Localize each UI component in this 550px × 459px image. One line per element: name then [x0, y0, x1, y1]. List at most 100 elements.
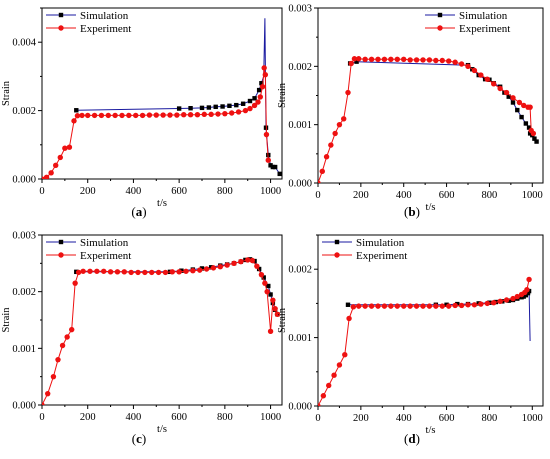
- x-tick-label: 800: [217, 412, 233, 423]
- legend-label: Simulation: [459, 10, 508, 22]
- panel-label: (d): [404, 431, 420, 446]
- experiment-point: [514, 293, 520, 300]
- experiment-point: [356, 56, 362, 62]
- experiment-point: [119, 112, 125, 119]
- experiment-point: [516, 99, 523, 106]
- experiment-point: [394, 303, 400, 309]
- experiment-point: [197, 267, 203, 273]
- experiment-point: [249, 257, 255, 264]
- experiment-point: [426, 57, 433, 63]
- simulation-point: [526, 125, 532, 130]
- experiment-point: [388, 303, 394, 309]
- simulation-point: [256, 266, 262, 272]
- experiment-point: [247, 105, 253, 112]
- experiment-point: [101, 268, 107, 274]
- experiment-line: [318, 279, 530, 406]
- experiment-point: [235, 109, 242, 115]
- legend-label: Simulation: [356, 237, 405, 249]
- experiment-point: [112, 112, 118, 119]
- experiment-point: [526, 276, 532, 283]
- experiment-point: [98, 112, 105, 119]
- simulation-point: [277, 171, 282, 177]
- experiment-point: [262, 280, 268, 286]
- simulation-point: [206, 105, 212, 110]
- experiment-point: [503, 89, 510, 96]
- legend-simulation-marker: [437, 12, 443, 18]
- experiment-point: [351, 56, 358, 62]
- simulation-point: [268, 292, 273, 297]
- experiment-point: [107, 269, 114, 275]
- legend-label: Simulation: [80, 237, 129, 249]
- experiment-point: [59, 342, 66, 349]
- panel-label: (b): [404, 204, 420, 219]
- experiment-point: [75, 269, 82, 276]
- experiment-point: [190, 268, 196, 274]
- experiment-point: [446, 303, 452, 309]
- experiment-line: [42, 67, 269, 179]
- experiment-point: [497, 298, 503, 305]
- x-tick-label: 400: [396, 190, 412, 201]
- experiment-point: [471, 302, 478, 308]
- experiment-point: [229, 110, 235, 116]
- experiment-point: [231, 260, 237, 267]
- experiment-point: [413, 303, 420, 309]
- experiment-point: [262, 71, 269, 78]
- x-tick-label: 600: [439, 190, 455, 201]
- plot-frame: [317, 234, 544, 407]
- x-tick-label: 400: [396, 413, 412, 424]
- experiment-point: [420, 303, 426, 309]
- experiment-point: [121, 269, 127, 275]
- y-tick-label: 0.002: [288, 265, 312, 276]
- experiment-point: [215, 111, 221, 117]
- experiment-point: [375, 303, 381, 309]
- y-axis-title: Strain: [277, 307, 288, 333]
- simulation-point: [532, 136, 537, 141]
- experiment-point: [251, 102, 258, 109]
- experiment-point: [139, 112, 146, 119]
- experiment-point: [530, 130, 537, 137]
- experiment-point: [439, 303, 445, 309]
- experiment-point: [341, 116, 347, 122]
- experiment-point: [72, 280, 78, 286]
- experiment-point: [55, 356, 61, 363]
- experiment-point: [133, 112, 139, 119]
- experiment-point: [326, 382, 332, 389]
- simulation-point: [234, 102, 239, 108]
- y-tick-label: 0.002: [12, 106, 36, 117]
- experiment-point: [336, 121, 343, 128]
- y-tick-label: 0.001: [288, 120, 312, 131]
- experiment-point: [362, 56, 368, 63]
- experiment-point: [272, 305, 278, 312]
- experiment-point: [413, 57, 420, 63]
- simulation-point: [199, 105, 205, 111]
- experiment-point: [407, 57, 413, 63]
- simulation-line: [76, 18, 281, 175]
- x-tick-label: 0: [39, 186, 44, 197]
- simulation-point: [515, 107, 520, 113]
- y-tick-label: 0.000: [288, 402, 312, 413]
- experiment-point: [323, 154, 330, 160]
- experiment-point: [401, 303, 407, 309]
- experiment-point: [50, 373, 57, 380]
- experiment-point: [126, 112, 132, 119]
- legend-experiment-marker: [334, 252, 340, 258]
- simulation-point: [227, 103, 232, 109]
- experiment-point: [503, 297, 510, 303]
- experiment-point: [319, 168, 325, 175]
- x-tick-label: 400: [126, 412, 142, 423]
- x-tick-label: 1000: [522, 190, 543, 201]
- simulation-point: [252, 96, 257, 101]
- experiment-point: [62, 145, 68, 151]
- experiment-point: [368, 56, 375, 63]
- experiment-point: [242, 107, 249, 114]
- experiment-point: [345, 89, 351, 96]
- legend-simulation-marker: [58, 239, 64, 245]
- experiment-point: [433, 57, 439, 64]
- experiment-point: [348, 60, 354, 67]
- experiment-point: [42, 402, 45, 405]
- experiment-point: [362, 303, 368, 309]
- y-axis-title: Strain: [277, 82, 288, 108]
- experiment-point: [265, 157, 271, 163]
- experiment-point: [69, 326, 75, 333]
